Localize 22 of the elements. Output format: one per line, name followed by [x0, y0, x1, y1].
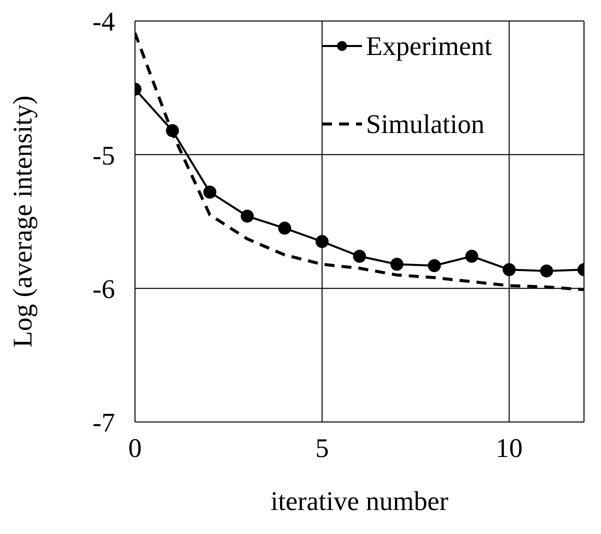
- point: [502, 263, 516, 276]
- point: [166, 124, 179, 138]
- point: [203, 186, 216, 199]
- y-tick-label: -4: [92, 6, 116, 37]
- point: [278, 222, 292, 235]
- y-tick-label: -5: [92, 140, 115, 170]
- x-axis-title: iterative number: [270, 486, 448, 516]
- point: [540, 264, 554, 278]
- x-tick-label: 10: [496, 433, 523, 464]
- y-tick-label: -7: [92, 408, 115, 438]
- legend-label: Simulation: [366, 108, 485, 141]
- point: [390, 258, 404, 271]
- legend-label: Experiment: [366, 30, 492, 63]
- x-tick-label: 5: [315, 433, 329, 464]
- y-tick-label: -6: [92, 274, 115, 304]
- point: [465, 250, 478, 263]
- x-tick-label: 0: [128, 433, 142, 464]
- point: [428, 259, 441, 272]
- point: [316, 235, 329, 248]
- point: [353, 250, 366, 263]
- y-axis-title: Log (average intensity): [8, 96, 38, 348]
- point: [240, 210, 254, 223]
